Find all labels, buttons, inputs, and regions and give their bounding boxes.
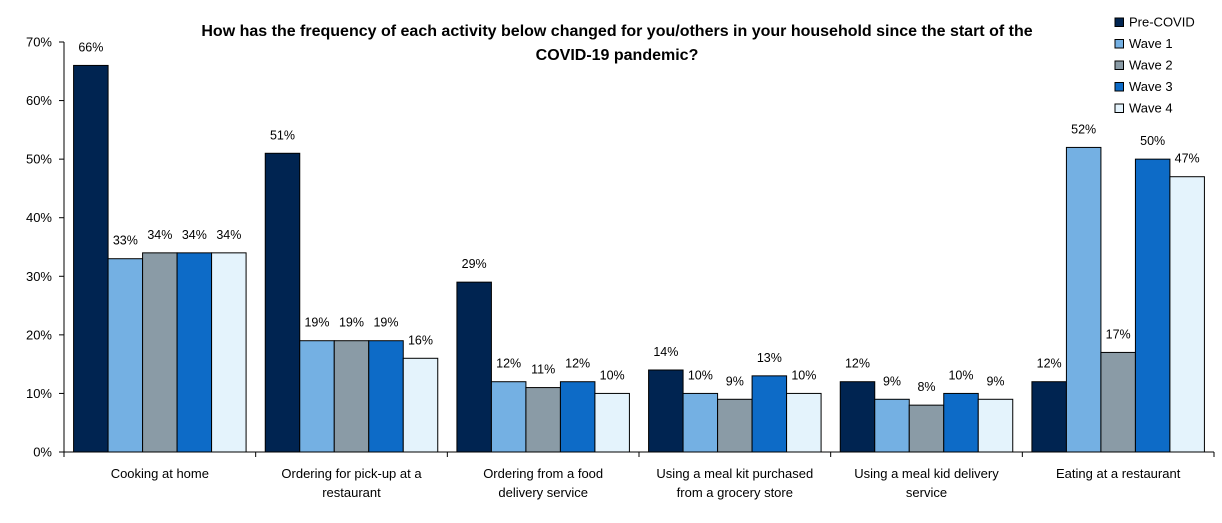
bar — [1100, 351, 1136, 453]
bar — [648, 369, 684, 453]
bar — [717, 398, 753, 453]
data-label: 9% — [986, 374, 1004, 388]
legend-label: Wave 1 — [1129, 36, 1173, 51]
data-label: 14% — [653, 345, 678, 359]
legend-label: Pre-COVID — [1129, 15, 1195, 30]
data-label: 34% — [147, 228, 172, 242]
bar — [1065, 146, 1102, 453]
data-label: 8% — [917, 380, 935, 394]
bar — [456, 281, 492, 453]
legend-swatch — [1114, 39, 1124, 49]
bar — [1031, 381, 1067, 453]
y-axis: 0% 10% 20% 30% 40% 50% 60% 70% — [26, 35, 65, 460]
y-tick-label: 10% — [26, 386, 52, 401]
bar — [977, 398, 1014, 453]
y-tick-label: 40% — [26, 210, 52, 225]
category-label: restaurant — [322, 485, 381, 500]
chart-title: How has the frequency of each activity b… — [201, 23, 1032, 64]
category-label: service — [906, 485, 947, 500]
category-label: Using a meal kit purchased — [656, 466, 813, 481]
y-tick-label: 0% — [33, 445, 52, 460]
data-label: 34% — [182, 228, 207, 242]
bar — [943, 392, 979, 453]
legend-swatch — [1114, 82, 1124, 92]
bar — [525, 387, 561, 453]
bar — [682, 392, 719, 453]
data-label: 19% — [339, 316, 364, 330]
data-label: 51% — [270, 128, 295, 142]
bar — [264, 152, 301, 453]
category-label: from a grocery store — [677, 485, 793, 500]
data-label: 17% — [1106, 327, 1131, 341]
data-label: 10% — [948, 368, 973, 382]
data-label: 12% — [565, 357, 590, 371]
chart-title-line: How has the frequency of each activity b… — [201, 23, 1032, 40]
bar — [559, 381, 596, 453]
bar — [594, 392, 630, 453]
data-label: 9% — [726, 374, 744, 388]
category-label: Ordering from a food — [483, 466, 603, 481]
y-tick-label: 70% — [26, 35, 52, 50]
y-tick-label: 50% — [26, 152, 52, 167]
data-label: 34% — [216, 228, 241, 242]
bar — [839, 381, 876, 453]
bar — [299, 340, 335, 453]
data-label: 19% — [373, 316, 398, 330]
x-axis: Cooking at home Ordering for pick-up at a… — [63, 451, 1215, 500]
y-tick-label: 30% — [26, 269, 52, 284]
data-label: 12% — [845, 357, 870, 371]
data-label: 11% — [531, 363, 555, 377]
bar — [908, 404, 945, 453]
data-label: 10% — [791, 368, 816, 382]
bar — [1134, 158, 1171, 453]
bar — [368, 340, 404, 453]
y-tick-label: 60% — [26, 93, 52, 108]
bar — [786, 392, 822, 453]
bar — [73, 64, 109, 453]
legend-swatch — [1114, 103, 1124, 113]
bar — [333, 340, 370, 453]
data-label: 33% — [113, 234, 138, 248]
bar — [751, 375, 788, 453]
data-label: 66% — [78, 40, 103, 54]
bars: 66% 33% 34% 34% 34% 51% 19% 19% 19% 16% 29% 12% 11% 1… — [73, 40, 1205, 453]
data-label: 29% — [462, 257, 487, 271]
data-label: 9% — [883, 374, 901, 388]
category-label: Ordering for pick-up at a — [281, 466, 422, 481]
legend-swatch — [1114, 17, 1124, 27]
legend: Pre-COVID Wave 1 Wave 2 Wave 3 Wave 4 — [1114, 15, 1195, 116]
data-label: 13% — [757, 351, 782, 365]
category-label: Cooking at home — [111, 466, 209, 481]
legend-label: Wave 3 — [1129, 79, 1173, 94]
data-label: 50% — [1140, 134, 1165, 148]
data-label: 16% — [408, 333, 433, 347]
bar — [176, 252, 213, 453]
category-label: delivery service — [498, 485, 588, 500]
data-label: 10% — [600, 368, 625, 382]
data-label: 52% — [1071, 122, 1096, 136]
chart-title-line: COVID-19 pandemic? — [536, 47, 699, 64]
legend-label: Wave 4 — [1129, 101, 1173, 116]
bar — [874, 398, 910, 453]
bar — [211, 252, 247, 453]
data-label: 12% — [1037, 357, 1062, 371]
data-label: 12% — [496, 357, 521, 371]
legend-label: Wave 2 — [1129, 58, 1173, 73]
legend-swatch — [1114, 60, 1124, 70]
y-tick-label: 20% — [26, 327, 52, 342]
data-label: 47% — [1175, 152, 1200, 166]
bar — [1169, 176, 1205, 453]
bar — [490, 381, 527, 453]
bar — [402, 357, 439, 453]
bar — [107, 258, 144, 453]
data-label: 19% — [304, 316, 329, 330]
category-label: Using a meal kid delivery — [854, 466, 999, 481]
bar — [142, 252, 178, 453]
category-label: Eating at a restaurant — [1056, 466, 1181, 481]
data-label: 10% — [688, 368, 713, 382]
